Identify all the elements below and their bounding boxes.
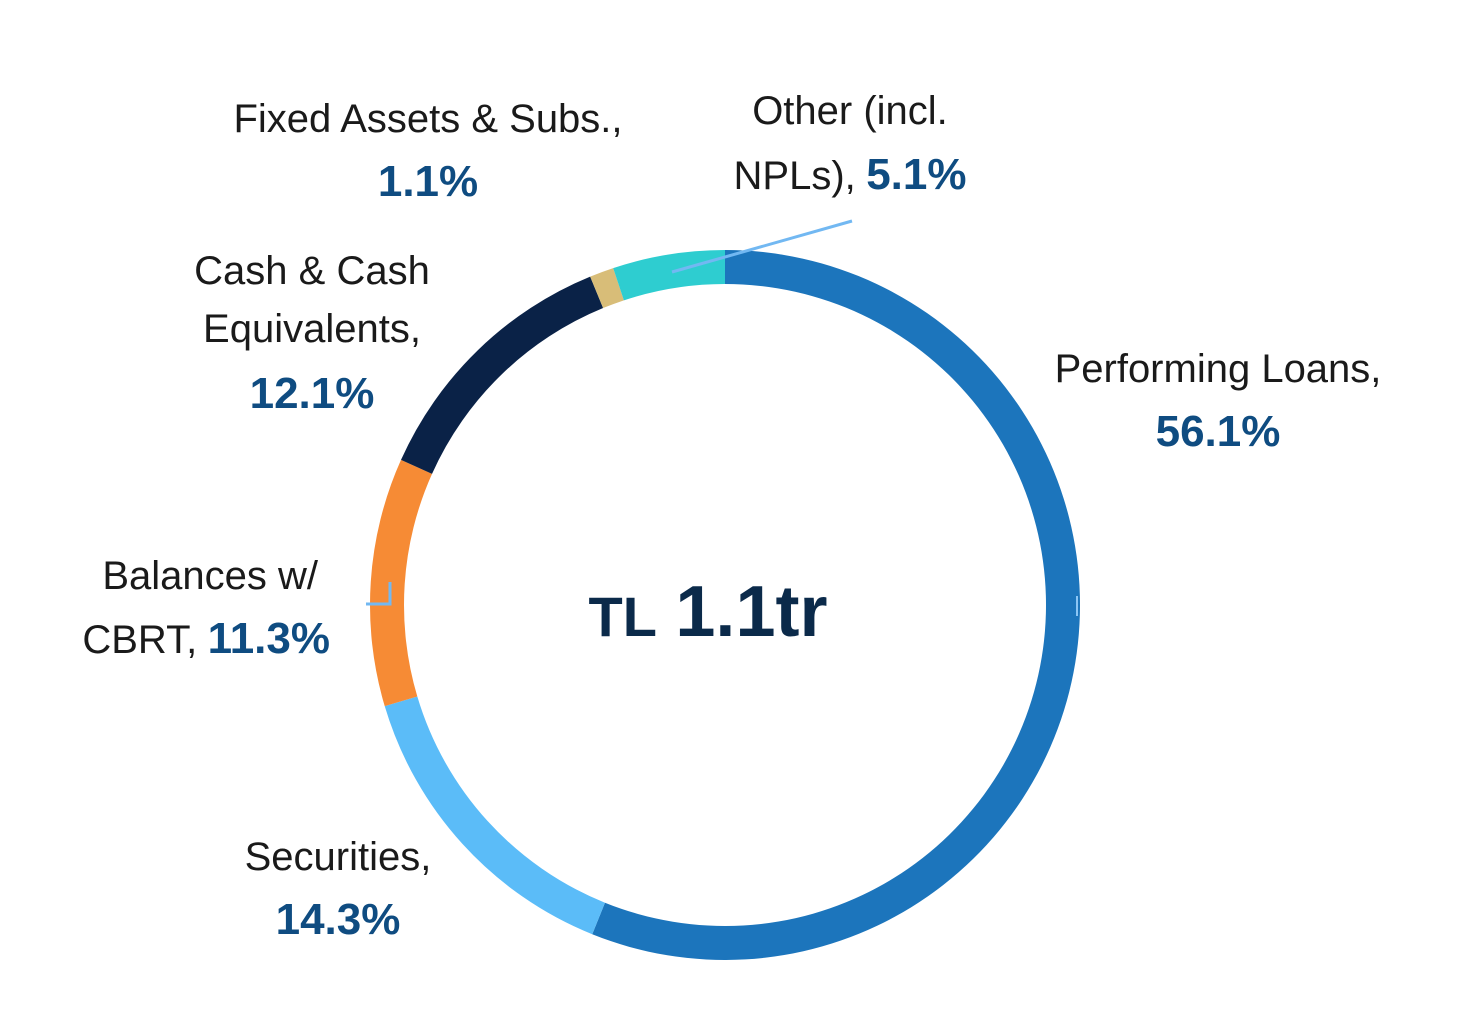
center-label-prefix: TL <box>589 585 657 648</box>
label-other-name-line1: Other (incl. <box>752 89 948 133</box>
slice-balances-w-cbrt <box>370 459 433 707</box>
label-performing-loans: Performing Loans, 56.1% <box>1055 347 1382 456</box>
center-label: TL 1.1tr <box>589 572 828 652</box>
slice-fixed-assets-subs <box>590 268 624 309</box>
slice-other-incl-npls <box>613 250 725 301</box>
label-securities: Securities, 14.3% <box>245 835 432 944</box>
label-other-name-line2: NPLs), <box>734 154 856 198</box>
label-fixed-assets-name: Fixed Assets & Subs., <box>233 97 622 141</box>
label-balances-cbrt: Balances w/ CBRT, 11.3% <box>82 554 330 663</box>
center-label-value: 1.1tr <box>675 572 827 652</box>
label-fixed-assets-value: 1.1% <box>378 157 478 206</box>
label-balances-cbrt-line2: CBRT, 11.3% <box>82 614 330 663</box>
label-cash-name-line2: Equivalents, <box>203 307 421 351</box>
label-securities-value: 14.3% <box>276 895 401 944</box>
slice-cash-cash-equivalents <box>400 276 604 474</box>
label-cash: Cash & Cash Equivalents, 12.1% <box>194 249 430 418</box>
donut-ring <box>370 250 1080 960</box>
leader-line-other <box>671 219 853 274</box>
label-performing-loans-name: Performing Loans, <box>1055 347 1382 391</box>
label-fixed-assets: Fixed Assets & Subs., 1.1% <box>233 97 622 206</box>
label-cash-value: 12.1% <box>250 369 375 418</box>
leader-lines <box>366 219 1078 616</box>
label-balances-cbrt-value: 11.3% <box>208 614 330 663</box>
label-securities-name: Securities, <box>245 835 432 879</box>
label-balances-cbrt-name-line2: CBRT, <box>82 618 197 662</box>
label-other: Other (incl. NPLs), 5.1% <box>734 89 967 199</box>
label-cash-name-line1: Cash & Cash <box>194 249 430 293</box>
slice-securities <box>384 696 605 935</box>
label-other-value: 5.1% <box>866 150 966 199</box>
slice-performing-loans <box>592 250 1080 960</box>
label-balances-cbrt-name-line1: Balances w/ <box>102 554 319 598</box>
leader-line-balances-cbrt <box>366 582 392 606</box>
label-performing-loans-value: 56.1% <box>1156 407 1281 456</box>
label-other-line2: NPLs), 5.1% <box>734 150 967 199</box>
